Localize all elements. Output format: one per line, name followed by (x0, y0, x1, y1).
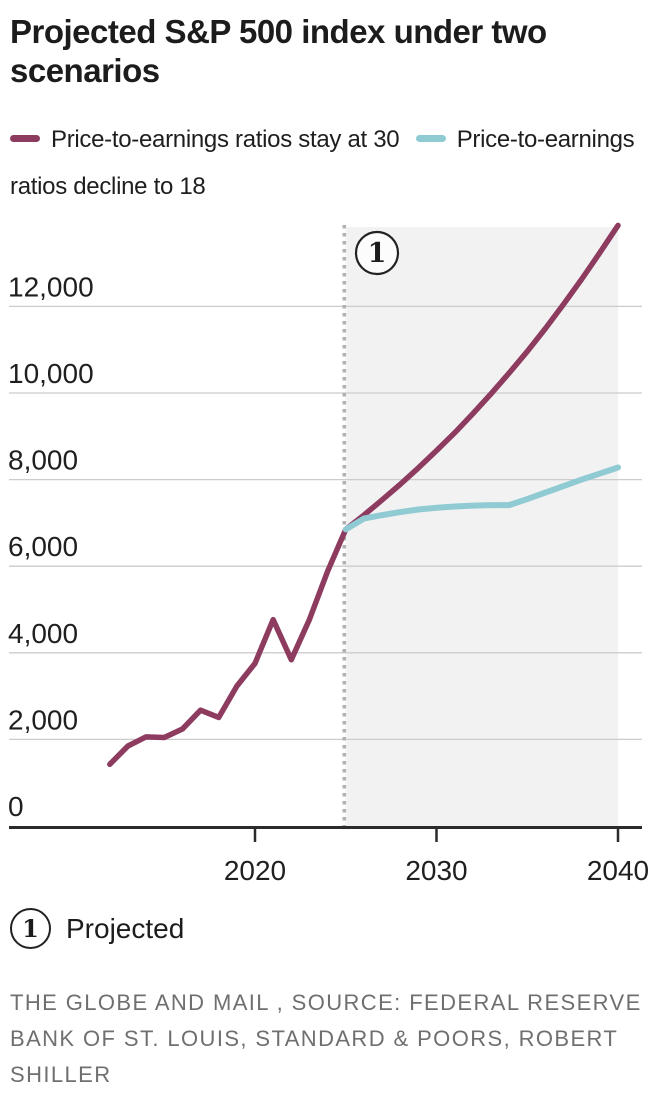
footnote-label: Projected (66, 912, 185, 944)
y-axis-label: 2,000 (8, 704, 78, 735)
x-axis-label: 2040 (587, 855, 649, 886)
source-line: BANK OF ST. LOUIS, STANDARD & POORS, ROB… (10, 1026, 619, 1051)
projected-footnote: 1 Projected (10, 908, 650, 949)
footnote-marker-circle: 1 (10, 908, 51, 949)
projection-marker-circle (354, 230, 400, 276)
legend: Price-to-earnings ratios stay at 30 Pric… (10, 116, 650, 210)
legend-label-pe-stay-30: Price-to-earnings ratios stay at 30 (51, 126, 400, 153)
legend-label-pe-decline-18: Price-to-earnings ratios decline to 18 (10, 126, 635, 200)
chart-title: Projected S&P 500 index under two scenar… (10, 13, 547, 89)
y-axis-label: 12,000 (8, 271, 94, 302)
y-axis-label: 6,000 (8, 531, 78, 562)
x-axis-label: 2030 (405, 855, 467, 886)
legend-swatch-pe-decline-18 (415, 135, 446, 143)
legend-item-pe-stay-30: Price-to-earnings ratios stay at 30 (10, 126, 400, 153)
projected-region (345, 227, 618, 826)
x-axis-label: 2020 (224, 855, 286, 886)
line-chart: 0 2,000 4,000 6,000 8,000 10,000 12,000 1 2020 20… (8, 222, 649, 886)
y-axis-label: 0 (8, 791, 24, 822)
series-line-pe-stay-30 (107, 222, 621, 768)
y-axis-label: 10,000 (8, 358, 94, 389)
y-axis-label: 4,000 (8, 618, 78, 649)
source-line: SHILLER (10, 1062, 112, 1087)
projection-marker-number: 1 (368, 238, 387, 269)
y-axis-label: 8,000 (8, 445, 78, 476)
source-credit: THE GLOBE AND MAIL , SOURCE: FEDERAL RES… (10, 985, 650, 1093)
series-line-pe-decline-18 (342, 464, 621, 533)
source-line: THE GLOBE AND MAIL , SOURCE: FEDERAL RES… (10, 990, 642, 1015)
legend-swatch-pe-stay-30 (10, 135, 40, 143)
chart-card: Projected S&P 500 index under two scenar… (0, 12, 660, 1093)
legend-item-pe-decline-18: Price-to-earnings ratios decline to 18 (10, 126, 635, 200)
